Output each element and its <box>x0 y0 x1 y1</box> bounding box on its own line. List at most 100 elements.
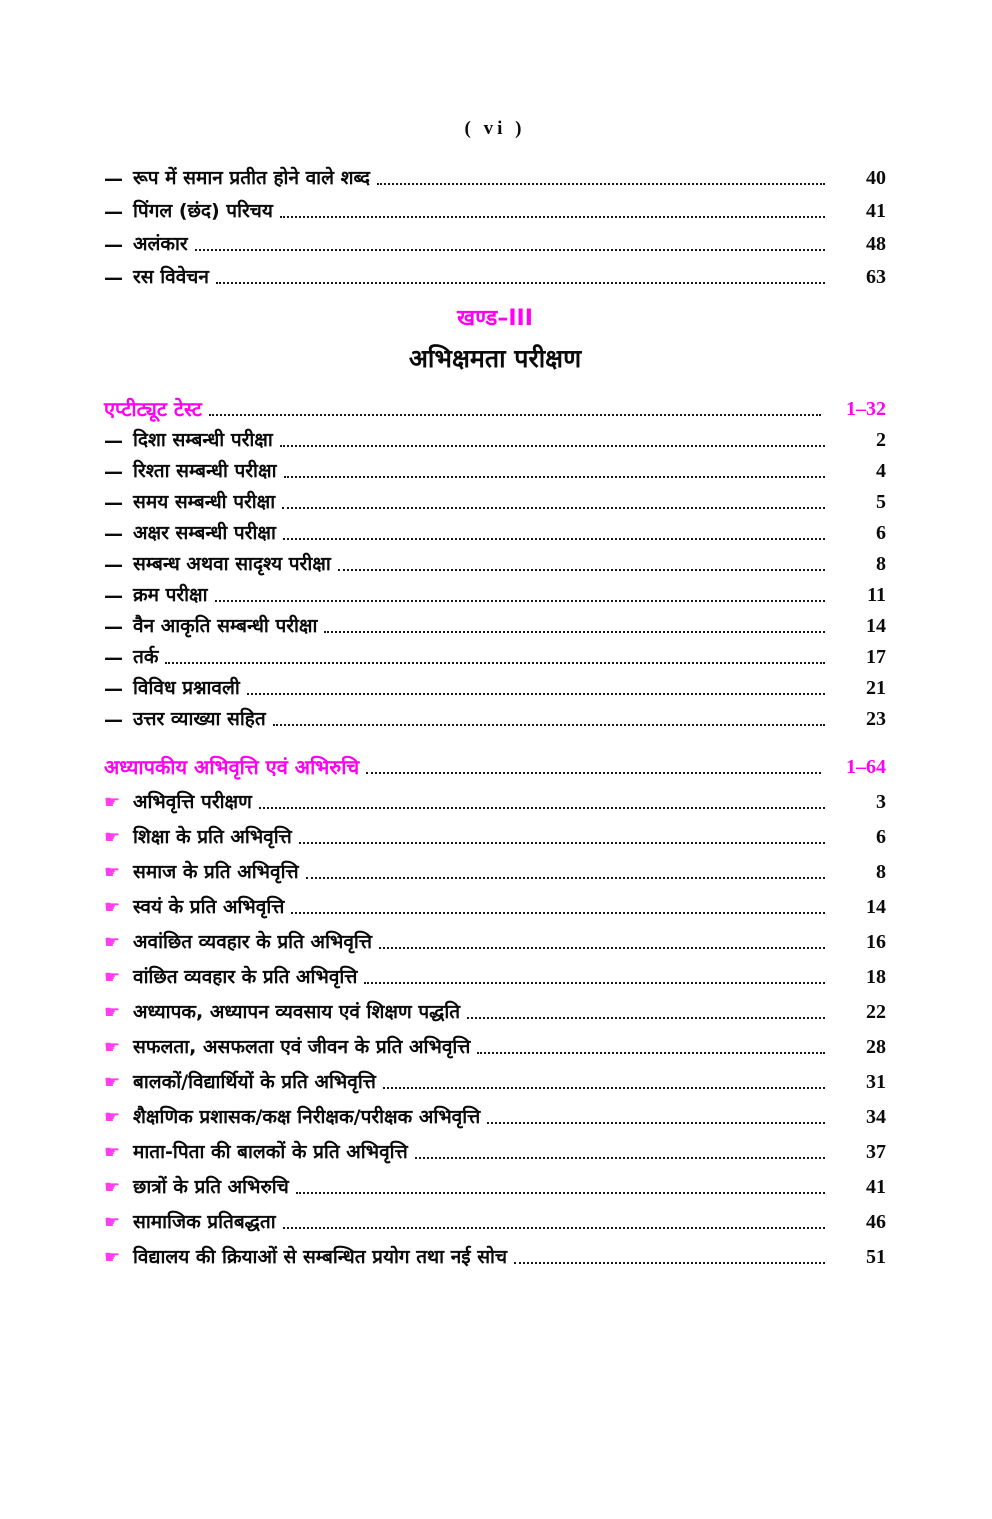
toc-entry-label: वैन आकृति सम्बन्धी परीक्षा <box>133 615 318 637</box>
toc-entry-page: 34 <box>866 1106 886 1128</box>
dash-marker: — <box>104 523 123 545</box>
toc-entry-page: 17 <box>866 646 886 668</box>
toc-entry: — समय सम्बन्धी परीक्षा 5 <box>104 484 886 515</box>
dot-leader <box>295 1192 825 1194</box>
toc-entry-page: 22 <box>866 1001 886 1023</box>
toc-entry: — सम्बन्ध अथवा सादृश्य परीक्षा 8 <box>104 546 886 577</box>
toc-entry-label: छात्रों के प्रति अभिरुचि <box>133 1176 289 1198</box>
toc-entry-page: 2 <box>876 429 886 451</box>
dash-marker: — <box>104 585 123 607</box>
pointing-hand-icon: ☛ <box>104 897 121 918</box>
dash-marker: — <box>104 647 123 669</box>
toc-entry-label: अलंकार <box>133 233 188 255</box>
toc-entry-page: 41 <box>866 200 886 222</box>
toc-entry-label: उत्तर व्याख्या सहित <box>133 708 266 730</box>
toc-entry-label: स्वयं के प्रति अभिवृत्ति <box>133 896 285 918</box>
toc-entry-label: क्रम परीक्षा <box>133 584 208 606</box>
toc-entry-label: विविध प्रश्नावली <box>133 677 240 699</box>
dot-leader <box>282 1227 825 1229</box>
dot-leader <box>272 724 825 726</box>
dot-leader <box>258 807 825 809</box>
toc-entry-page: 46 <box>866 1211 886 1233</box>
dot-leader <box>366 772 821 774</box>
toc-entry-page: 23 <box>866 708 886 730</box>
toc-entry-label: सामाजिक प्रतिबद्धता <box>133 1211 276 1233</box>
section-title: अभिक्षमता परीक्षण <box>408 344 582 373</box>
toc-entry: — दिशा सम्बन्धी परीक्षा 2 <box>104 422 886 453</box>
toc-entry-label: अक्षर सम्बन्धी परीक्षा <box>133 522 276 544</box>
pointing-hand-icon: ☛ <box>104 1212 121 1233</box>
pointing-hand-icon: ☛ <box>104 1037 121 1058</box>
toc-entry: ☛ अवांछित व्यवहार के प्रति अभिवृत्ति 16 <box>104 920 886 955</box>
dot-leader <box>283 476 825 478</box>
pointing-hand-icon: ☛ <box>104 1142 121 1163</box>
toc-entry: — उत्तर व्याख्या सहित 23 <box>104 701 886 732</box>
toc-entry-page: 51 <box>866 1246 886 1268</box>
dash-marker: — <box>104 201 123 223</box>
group-page-range: 1–64 <box>846 756 886 778</box>
page-number-header: ( vi ) <box>464 118 526 139</box>
pointing-hand-icon: ☛ <box>104 932 121 953</box>
toc-entry: ☛ वांछित व्यवहार के प्रति अभिवृत्ति 18 <box>104 955 886 990</box>
toc-entry-label: शैक्षणिक प्रशासक/कक्ष निरीक्षक/परीक्षक अ… <box>133 1106 481 1128</box>
dash-marker: — <box>104 168 123 190</box>
toc-entry-label: समय सम्बन्धी परीक्षा <box>133 491 276 513</box>
pointing-hand-icon: ☛ <box>104 862 121 883</box>
toc-entry-page: 40 <box>866 167 886 189</box>
toc-entry: — तर्क 17 <box>104 639 886 670</box>
dash-marker: — <box>104 267 123 289</box>
dot-leader <box>487 1122 825 1124</box>
toc-entry-label: रिश्ता सम्बन्धी परीक्षा <box>133 460 277 482</box>
dot-leader <box>165 662 825 664</box>
toc-entry-label: बालकों/विद्यार्थियों के प्रति अभिवृत्ति <box>133 1071 376 1093</box>
toc-entry-page: 4 <box>876 460 886 482</box>
toc-entry-page: 5 <box>876 491 886 513</box>
toc-entry-label: रस विवेचन <box>133 266 209 288</box>
dot-leader <box>477 1052 825 1054</box>
toc-entry-page: 3 <box>876 791 886 813</box>
toc-entry: — वैन आकृति सम्बन्धी परीक्षा 14 <box>104 608 886 639</box>
toc-entry: — अक्षर सम्बन्धी परीक्षा 6 <box>104 515 886 546</box>
dash-marker: — <box>104 492 123 514</box>
dash-marker: — <box>104 616 123 638</box>
toc-entry: — पिंगल (छंद) परिचय 41 <box>104 191 886 224</box>
toc-entry: — अलंकार 48 <box>104 224 886 257</box>
toc-entry-label: अवांछित व्यवहार के प्रति अभिवृत्ति <box>133 931 372 953</box>
pointing-hand-icon: ☛ <box>104 1247 121 1268</box>
toc-entry: ☛ सफलता, असफलता एवं जीवन के प्रति अभिवृत… <box>104 1025 886 1060</box>
toc-entry: ☛ स्वयं के प्रति अभिवृत्ति 14 <box>104 885 886 920</box>
toc-entry: — रिश्ता सम्बन्धी परीक्षा 4 <box>104 453 886 484</box>
toc-entry-page: 21 <box>866 677 886 699</box>
section-kicker: खण्ड–III <box>457 306 533 331</box>
dot-leader <box>282 507 825 509</box>
dot-leader <box>282 538 825 540</box>
toc-entry-page: 31 <box>866 1071 886 1093</box>
group-heading: एप्टीट्यूट टेस्ट <box>104 397 202 421</box>
toc-entry-label: विद्यालय की क्रियाओं से सम्बन्धित प्रयोग… <box>133 1246 508 1268</box>
toc-entry: ☛ अभिवृत्ति परीक्षण 3 <box>104 780 886 815</box>
toc-entry-label: तर्क <box>133 646 159 668</box>
dot-leader <box>305 877 825 879</box>
toc-entry-label: सम्बन्ध अथवा सादृश्य परीक्षा <box>133 553 331 575</box>
toc-entry-label: रूप में समान प्रतीत होने वाले शब्द <box>133 167 370 189</box>
dot-leader <box>337 569 825 571</box>
toc-entry: ☛ शैक्षणिक प्रशासक/कक्ष निरीक्षक/परीक्षक… <box>104 1095 886 1130</box>
pointing-hand-icon: ☛ <box>104 827 121 848</box>
toc-entry-page: 41 <box>866 1176 886 1198</box>
pointing-hand-icon: ☛ <box>104 967 121 988</box>
dot-leader <box>279 445 825 447</box>
dot-leader <box>214 600 825 602</box>
toc-entry-label: अभिवृत्ति परीक्षण <box>133 791 252 813</box>
group-teacher-attitude: अध्यापकीय अभिवृत्ति एवं अभिरुचि 1–64 ☛ अ… <box>104 744 886 1270</box>
group-toc-list: ☛ अभिवृत्ति परीक्षण 3 ☛ शिक्षा के प्रति … <box>104 780 886 1270</box>
dash-marker: — <box>104 234 123 256</box>
toc-entry-page: 14 <box>866 615 886 637</box>
group-toc-list: — दिशा सम्बन्धी परीक्षा 2 — रिश्ता सम्बन… <box>104 422 886 732</box>
dot-leader <box>378 947 825 949</box>
dash-marker: — <box>104 678 123 700</box>
dot-leader <box>246 693 825 695</box>
dot-leader <box>414 1157 825 1159</box>
toc-entry-page: 6 <box>876 826 886 848</box>
toc-entry-page: 63 <box>866 266 886 288</box>
toc-entry-page: 8 <box>876 861 886 883</box>
